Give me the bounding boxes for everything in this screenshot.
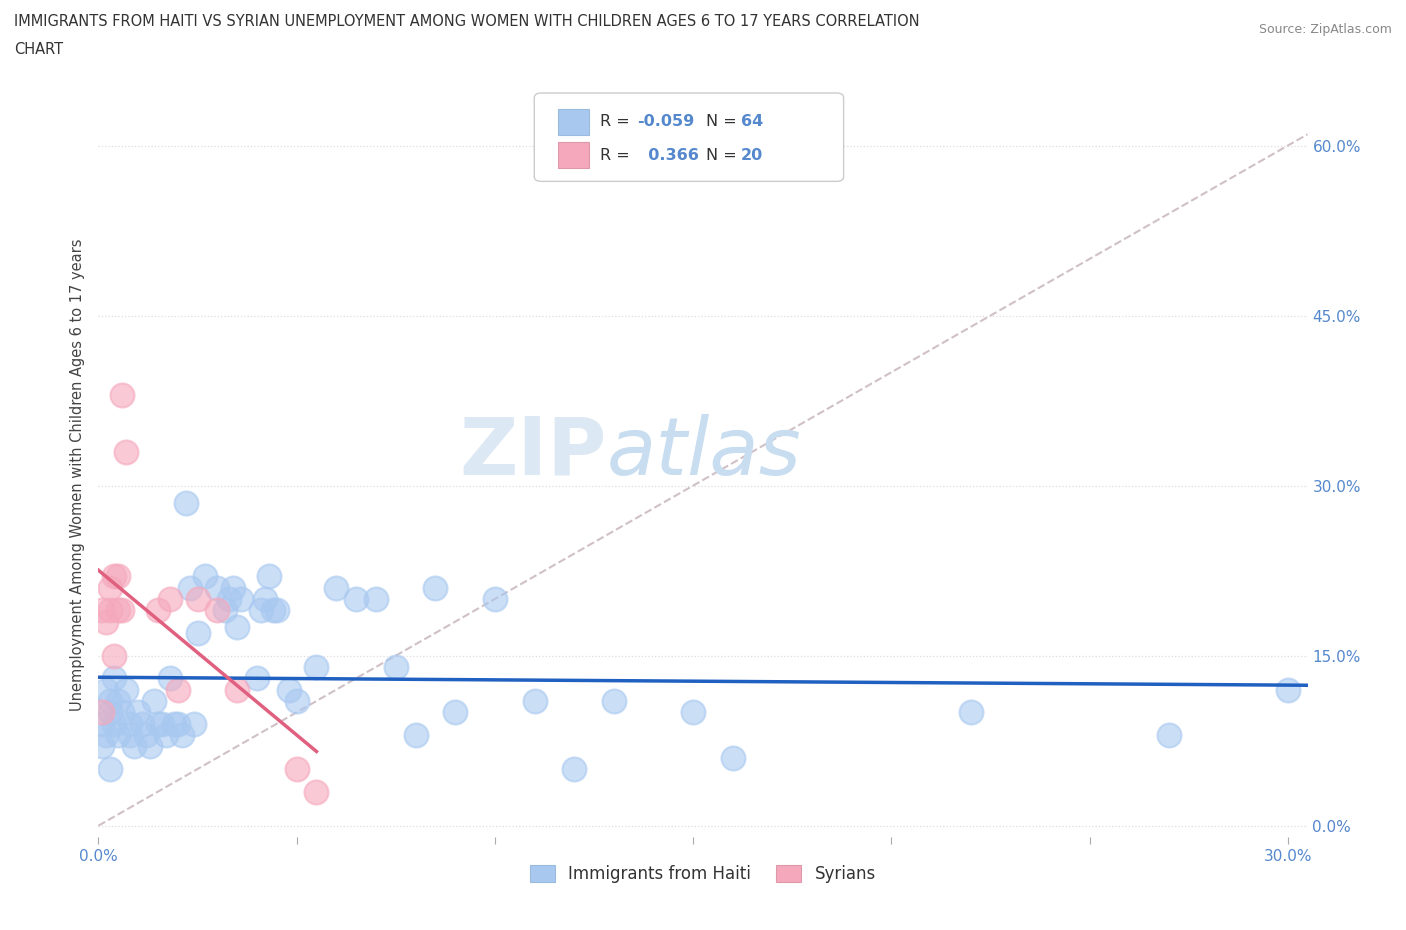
Point [384,659,406,674]
Y-axis label: Unemployment Among Women with Children Ages 6 to 17 years: Unemployment Among Women with Children A… [70,238,86,711]
Text: 20: 20 [741,148,763,163]
Point [91,738,114,753]
Point [107,603,129,618]
Point [277,683,299,698]
Point [253,591,276,606]
Point [91,716,114,731]
Point [139,738,162,753]
Point [96,614,118,629]
Text: N =: N = [706,114,742,129]
Point [163,716,186,731]
Point [1157,727,1180,742]
Point [103,671,125,685]
Point [959,705,981,720]
Point [166,683,188,698]
Point [91,705,114,720]
Point [98,580,121,595]
Point [103,569,125,584]
Text: ZIP: ZIP [458,414,606,492]
Point [111,388,134,403]
Text: R =: R = [600,114,636,129]
Point [183,716,205,731]
Point [155,727,177,742]
Point [135,727,157,742]
Point [107,569,129,584]
Point [127,705,149,720]
Point [96,727,118,742]
Point [344,591,367,606]
Point [207,603,229,618]
Point [174,495,197,510]
Point [226,620,249,635]
Point [285,762,308,777]
Point [120,716,142,731]
Text: Source: ZipAtlas.com: Source: ZipAtlas.com [1258,23,1392,36]
Point [142,694,165,709]
Point [226,683,249,698]
Point [425,580,447,595]
Text: atlas: atlas [606,414,801,492]
Point [131,716,153,731]
Point [186,591,208,606]
Point [186,626,208,641]
Point [103,716,125,731]
Text: 0.366: 0.366 [637,148,699,163]
Point [96,683,118,698]
Point [246,671,269,685]
Point [325,580,347,595]
Point [562,762,585,777]
Point [146,603,169,618]
Point [122,738,145,753]
Point [170,727,193,742]
Point [111,705,134,720]
Text: -0.059: -0.059 [637,114,695,129]
Point [159,671,181,685]
Point [107,694,129,709]
Point [159,591,181,606]
Text: R =: R = [600,148,636,163]
Text: IMMIGRANTS FROM HAITI VS SYRIAN UNEMPLOYMENT AMONG WOMEN WITH CHILDREN AGES 6 TO: IMMIGRANTS FROM HAITI VS SYRIAN UNEMPLOY… [14,14,920,29]
Point [179,580,201,595]
Point [682,705,704,720]
Point [194,569,217,584]
Text: CHART: CHART [14,42,63,57]
Point [285,694,308,709]
Point [107,727,129,742]
Point [214,603,236,618]
Point [266,603,288,618]
Point [120,727,142,742]
Point [523,694,546,709]
Point [222,580,245,595]
Text: N =: N = [706,148,742,163]
Point [721,751,744,765]
Legend: Immigrants from Haiti, Syrians: Immigrants from Haiti, Syrians [530,865,876,884]
Point [364,591,387,606]
Point [115,445,138,459]
Point [98,762,121,777]
Point [250,603,273,618]
Point [91,603,114,618]
Point [111,603,134,618]
Point [150,716,173,731]
Point [444,705,467,720]
Point [1277,683,1299,698]
Point [484,591,506,606]
Point [98,603,121,618]
Point [257,569,280,584]
Point [207,580,229,595]
Point [603,694,626,709]
Point [305,659,328,674]
Point [115,683,138,698]
Point [305,784,328,799]
Point [103,648,125,663]
Point [231,591,253,606]
Point [98,705,121,720]
Text: 64: 64 [741,114,763,129]
Point [146,716,169,731]
Point [166,716,188,731]
Point [262,603,284,618]
Point [405,727,427,742]
Point [98,694,121,709]
Point [218,591,240,606]
